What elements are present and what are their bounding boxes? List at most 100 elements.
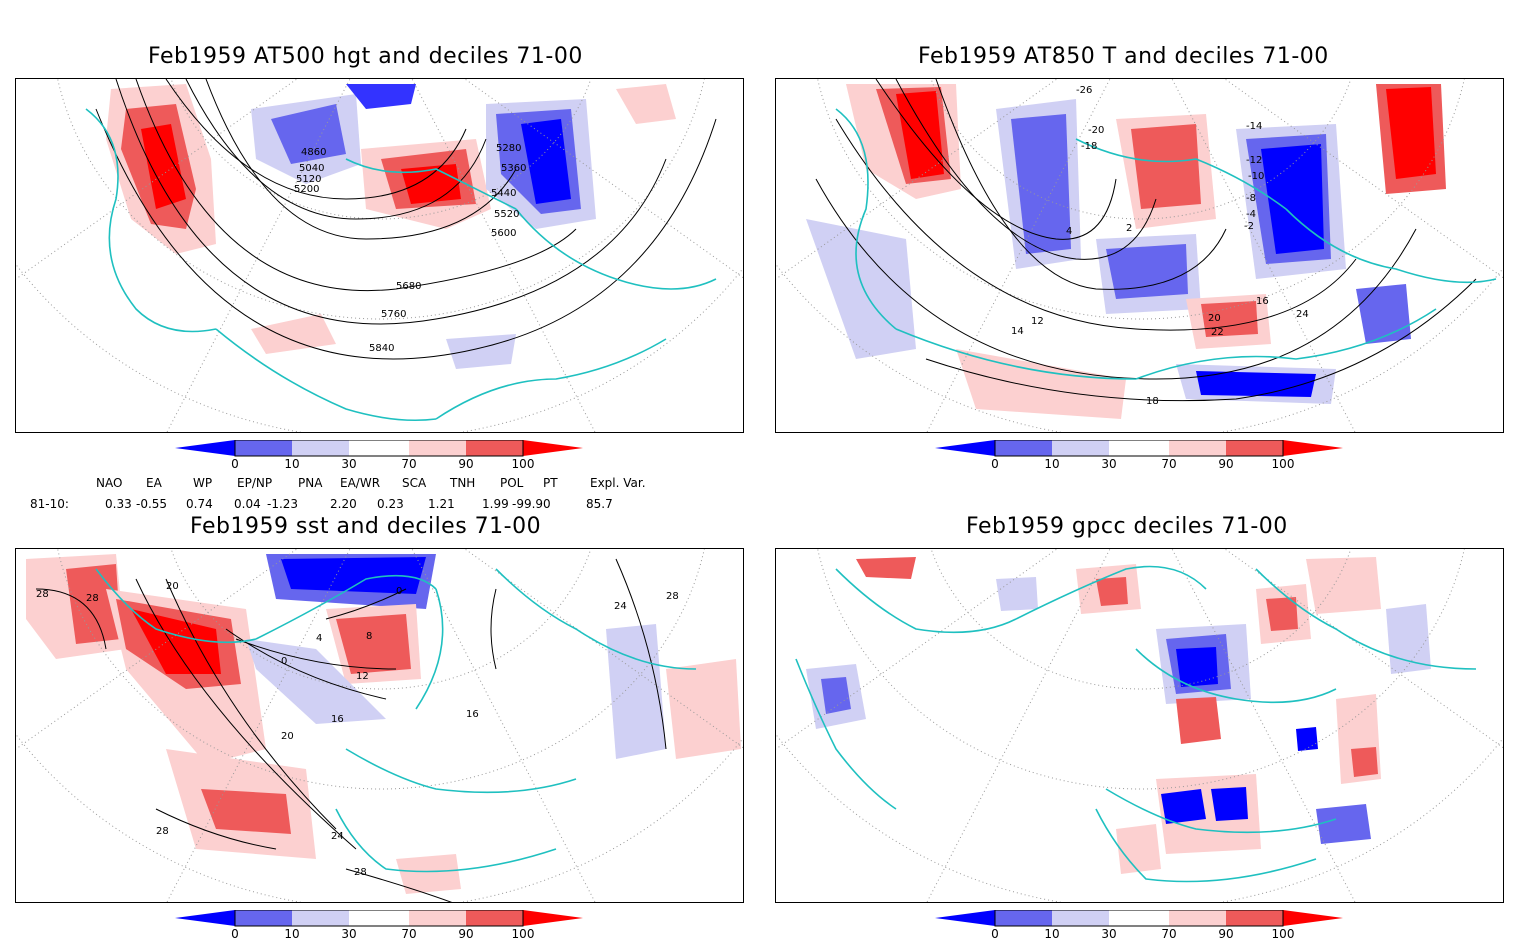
panel-4-svg <box>776 549 1503 902</box>
p2-blue-anomaly-w <box>806 219 916 359</box>
p1-label-5360: 5360 <box>501 163 526 174</box>
panel-4-map <box>775 548 1504 903</box>
p3-label-20-a: 20 <box>166 581 179 592</box>
svg-text:30: 30 <box>1101 927 1116 940</box>
p2-label--14: -14 <box>1246 121 1262 132</box>
svg-text:10: 10 <box>284 927 299 940</box>
idx-value-pt: -99.90 <box>512 497 551 511</box>
svg-text:70: 70 <box>1161 927 1176 940</box>
idx-row-label: 81-10: <box>30 497 69 511</box>
p2-blue-anomaly-mid-core <box>1106 244 1188 299</box>
p1-blue-anomaly-north <box>346 84 416 109</box>
p2-label-24: 24 <box>1296 309 1309 320</box>
p2-label-18: 18 <box>1146 396 1159 407</box>
p1-blue-anomaly-east-max <box>521 119 571 204</box>
idx-header-nao: NAO <box>96 476 123 490</box>
p3-label-0-a: 0 <box>281 656 287 667</box>
svg-text:10: 10 <box>1044 457 1059 471</box>
panel-2-title: Feb1959 AT850 T and deciles 71-00 <box>918 44 1329 69</box>
p1-label-5760: 5760 <box>381 309 406 320</box>
idx-value-tnh: 1.21 <box>428 497 455 511</box>
p2-label-12: 12 <box>1031 316 1044 327</box>
p2-label-22: 22 <box>1211 327 1224 338</box>
panel-3-map: 28 28 20 20 16 16 12 8 4 0 0 24 24 28 28… <box>15 548 744 903</box>
idx-header-pt: PT <box>543 476 558 490</box>
svg-text:100: 100 <box>1272 457 1295 471</box>
p3-label-20-b: 20 <box>281 731 294 742</box>
p3-red-anomaly-far-e <box>666 659 741 759</box>
p3-red-anomaly-ne-core <box>336 614 411 674</box>
svg-text:100: 100 <box>512 457 535 471</box>
svg-text:90: 90 <box>458 457 473 471</box>
p3-label-12: 12 <box>356 671 369 682</box>
svg-text:30: 30 <box>1101 457 1116 471</box>
svg-text:70: 70 <box>401 927 416 940</box>
p3-label-24-b: 24 <box>614 601 627 612</box>
p1-red-anomaly-west-max <box>141 124 186 209</box>
p2-red-anomaly-sw <box>956 349 1126 419</box>
p3-label-16-b: 16 <box>466 709 479 720</box>
p2-label--4: -4 <box>1246 209 1256 220</box>
svg-text:100: 100 <box>512 927 535 940</box>
svg-text:90: 90 <box>458 927 473 940</box>
p2-blue-anomaly-east-max <box>1261 144 1324 254</box>
idx-header-epnp: EP/NP <box>237 476 273 490</box>
idx-value-wp: 0.74 <box>186 497 213 511</box>
p2-label--8: -8 <box>1246 193 1256 204</box>
colorbar-2: 0 10 30 70 90 100 <box>935 440 1343 471</box>
panel-3-title: Feb1959 sst and deciles 71-00 <box>190 514 542 539</box>
p2-label--12: -12 <box>1246 155 1262 166</box>
p3-label-4: 4 <box>316 633 322 644</box>
idx-value-ea: -0.55 <box>136 497 168 511</box>
p3-label-28-c: 28 <box>156 826 169 837</box>
p3-label-0-b: 0 <box>396 586 402 597</box>
idx-value-explvar: 85.7 <box>586 497 613 511</box>
svg-text:0: 0 <box>991 927 999 940</box>
p2-label--2: -2 <box>1244 221 1254 232</box>
p1-label-5520: 5520 <box>494 209 519 220</box>
svg-text:30: 30 <box>341 457 356 471</box>
idx-header-tnh: TNH <box>450 476 476 490</box>
idx-header-pol: POL <box>500 476 524 490</box>
p2-label-14: 14 <box>1011 326 1024 337</box>
idx-value-epnp: 0.04 <box>234 497 261 511</box>
indices-value-row: 81-10: 0.33 -0.55 0.74 0.04 -1.23 2.20 0… <box>0 497 760 513</box>
p2-label-16: 16 <box>1256 296 1269 307</box>
p3-blue-anomaly-n-core <box>281 557 426 594</box>
idx-header-pna: PNA <box>298 476 323 490</box>
p3-blue-anomaly-e <box>606 624 666 759</box>
p1-label-5200: 5200 <box>294 184 319 195</box>
panel-2-map: -26 -20 -18 -14 -12 -10 -8 -4 -2 2 4 12 … <box>775 78 1504 433</box>
idx-value-nao: 0.33 <box>105 497 132 511</box>
p3-red-anomaly-bottom <box>396 854 461 894</box>
p1-label-5120: 5120 <box>296 174 321 185</box>
svg-text:0: 0 <box>231 457 239 471</box>
idx-header-sca: SCA <box>402 476 427 490</box>
p3-label-28-e: 28 <box>666 591 679 602</box>
colorbar-4: 0 10 30 70 90 100 <box>935 910 1343 940</box>
svg-text:70: 70 <box>1161 457 1176 471</box>
p2-red-anomaly-west-max <box>896 91 944 179</box>
p1-label-5440: 5440 <box>491 188 516 199</box>
p2-red-anomaly-ne-max <box>1386 87 1436 179</box>
p1-blue-anomaly-s <box>446 334 516 369</box>
p3-label-8: 8 <box>366 631 372 642</box>
p2-label--10: -10 <box>1248 171 1264 182</box>
p3-label-28-a: 28 <box>36 589 49 600</box>
idx-value-pna: -1.23 <box>267 497 299 511</box>
idx-value-pol: 1.99 <box>482 497 509 511</box>
p1-label-5280: 5280 <box>496 143 521 154</box>
p1-label-5680: 5680 <box>396 281 421 292</box>
panel-4-title: Feb1959 gpcc deciles 71-00 <box>966 514 1288 539</box>
p3-label-24-a: 24 <box>331 831 344 842</box>
panel-2-svg: -26 -20 -18 -14 -12 -10 -8 -4 -2 2 4 12 … <box>776 79 1503 432</box>
p1-red-anomaly-ne <box>616 84 676 124</box>
p3-label-28-b: 28 <box>86 593 99 604</box>
p2-label--18: -18 <box>1081 141 1097 152</box>
p2-label--20: -20 <box>1088 125 1104 136</box>
svg-text:0: 0 <box>991 457 999 471</box>
svg-text:90: 90 <box>1218 927 1233 940</box>
indices-header-row: NAO EA WP EP/NP PNA EA/WR SCA TNH POL PT… <box>0 476 760 492</box>
idx-header-eawr: EA/WR <box>340 476 381 490</box>
panel-3-svg: 28 28 20 20 16 16 12 8 4 0 0 24 24 28 28… <box>16 549 743 902</box>
